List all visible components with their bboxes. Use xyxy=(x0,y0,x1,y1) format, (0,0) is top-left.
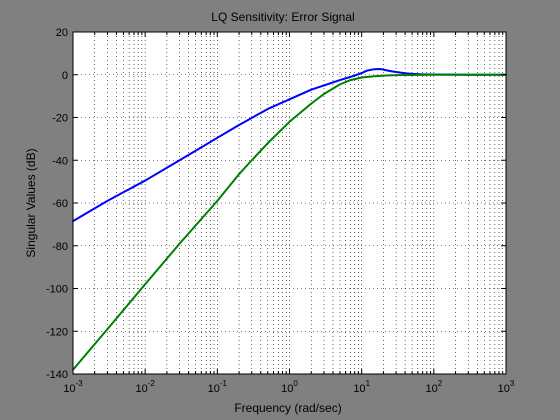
x-tick-label: 102 xyxy=(425,379,442,395)
x-tick-label: 101 xyxy=(353,379,370,395)
y-tick-label: -100 xyxy=(46,284,68,296)
y-tick-label: -120 xyxy=(46,326,68,338)
x-tick-label: 10-1 xyxy=(208,379,228,395)
y-tick-label: -140 xyxy=(46,369,68,381)
grid xyxy=(73,32,506,374)
y-tick-label: -40 xyxy=(52,155,68,167)
x-tick-label: 10-3 xyxy=(63,379,83,395)
y-tick-label: -80 xyxy=(52,241,68,253)
x-tick-label: 100 xyxy=(281,379,298,395)
series-line-2 xyxy=(72,73,507,371)
chart-title: LQ Sensitivity: Error Signal xyxy=(211,10,354,24)
x-tick-label: 103 xyxy=(498,379,515,395)
x-axis-label: Frequency (rad/sec) xyxy=(234,401,341,415)
x-tick-label: 10-2 xyxy=(135,379,155,395)
y-tick-label: -60 xyxy=(52,198,68,210)
series-line-1 xyxy=(72,67,507,223)
x-tick-labels: 10-3 10-2 10-1 100 101 102 103 xyxy=(63,379,515,395)
tick-marks xyxy=(72,31,507,375)
y-tick-labels: 20 0 -20 -40 -60 -80 -100 -120 -140 xyxy=(46,27,68,381)
y-tick-label: 20 xyxy=(56,27,68,39)
series-lines xyxy=(72,67,507,371)
y-tick-label: 0 xyxy=(62,70,68,82)
y-tick-label: -20 xyxy=(52,113,68,125)
y-axis-label: Singular Values (dB) xyxy=(24,148,38,257)
